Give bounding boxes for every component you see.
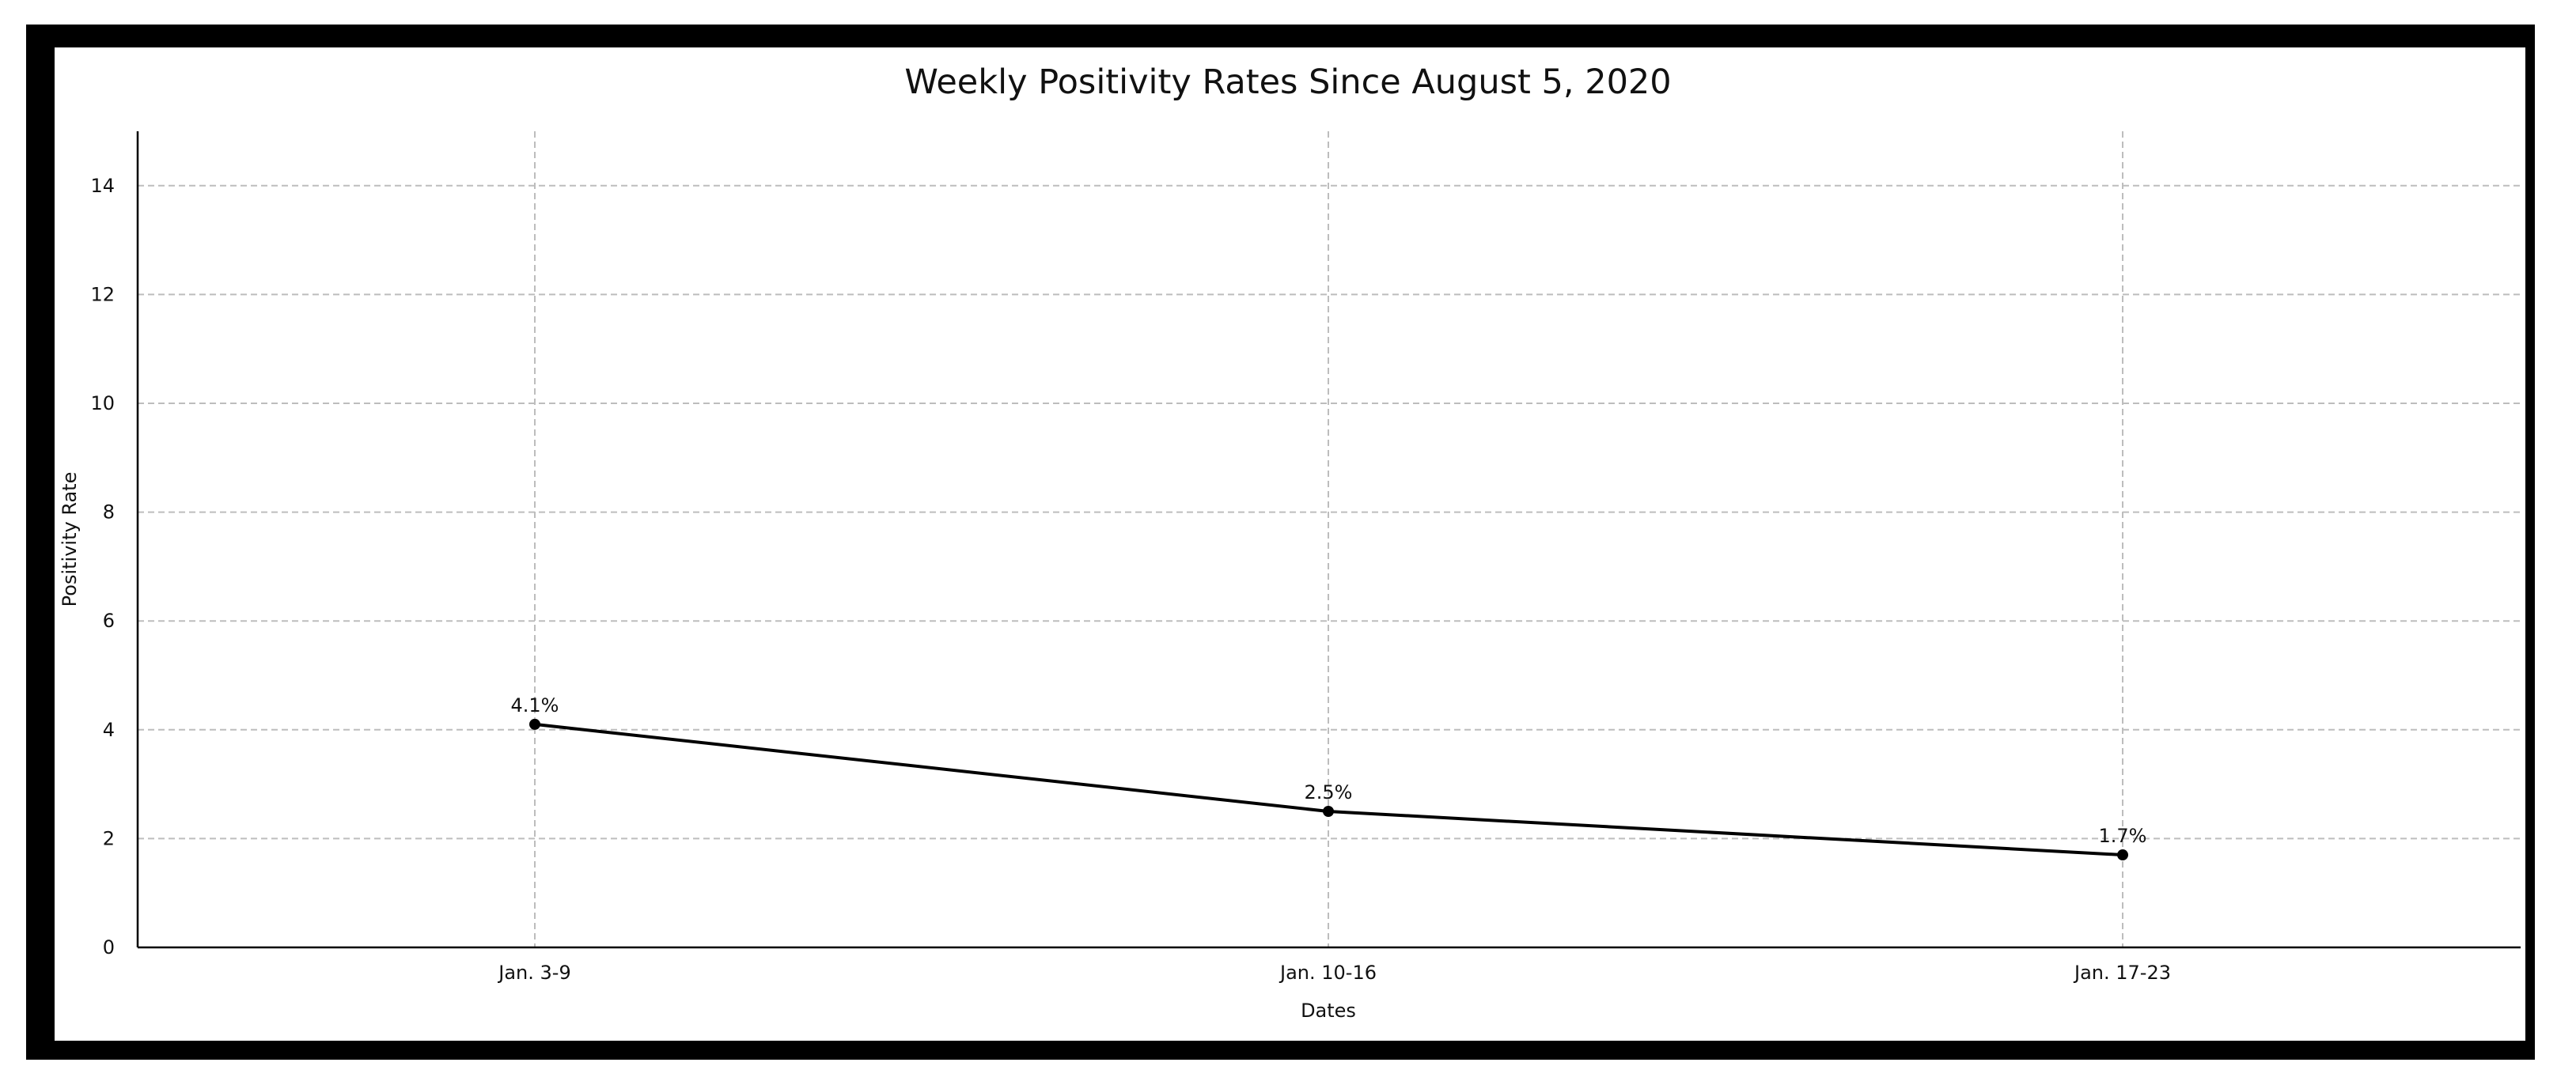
axes-layer xyxy=(136,131,2521,949)
y-tick-label: 4 xyxy=(103,719,115,741)
grid-layer xyxy=(138,131,2521,947)
data-label: 2.5% xyxy=(1305,781,1353,803)
chart-panel xyxy=(55,47,2525,1041)
y-tick-label: 8 xyxy=(103,501,115,524)
x-axis-label: Dates xyxy=(1301,1000,1356,1022)
data-label: 1.7% xyxy=(2099,825,2147,847)
chart-title: Weekly Positivity Rates Since August 5, … xyxy=(904,62,1671,102)
y-tick-label: 0 xyxy=(103,936,115,958)
data-point xyxy=(1323,806,1334,817)
data-point xyxy=(529,718,540,730)
y-tick-label: 10 xyxy=(90,392,115,414)
y-axis-label: Positivity Rate xyxy=(59,472,81,607)
series-layer xyxy=(529,718,2128,861)
x-tick-label: Jan. 17-23 xyxy=(2073,962,2171,984)
y-tick-label: 12 xyxy=(90,283,115,305)
y-tick-label: 6 xyxy=(103,610,115,632)
y-tick-label: 14 xyxy=(90,175,115,197)
data-label: 4.1% xyxy=(511,694,559,716)
x-tick-label: Jan. 10-16 xyxy=(1279,962,1377,984)
labels-layer: 4.1% 2.5% 1.7% xyxy=(511,694,2147,847)
data-point xyxy=(2117,849,2128,861)
x-tick-label: Jan. 3-9 xyxy=(497,962,570,984)
ticks-layer: 0 2 4 6 8 10 12 14 Jan. 3-9 Jan. 10-16 Jan. 17-23 xyxy=(90,175,2171,984)
y-tick-label: 2 xyxy=(103,827,115,849)
